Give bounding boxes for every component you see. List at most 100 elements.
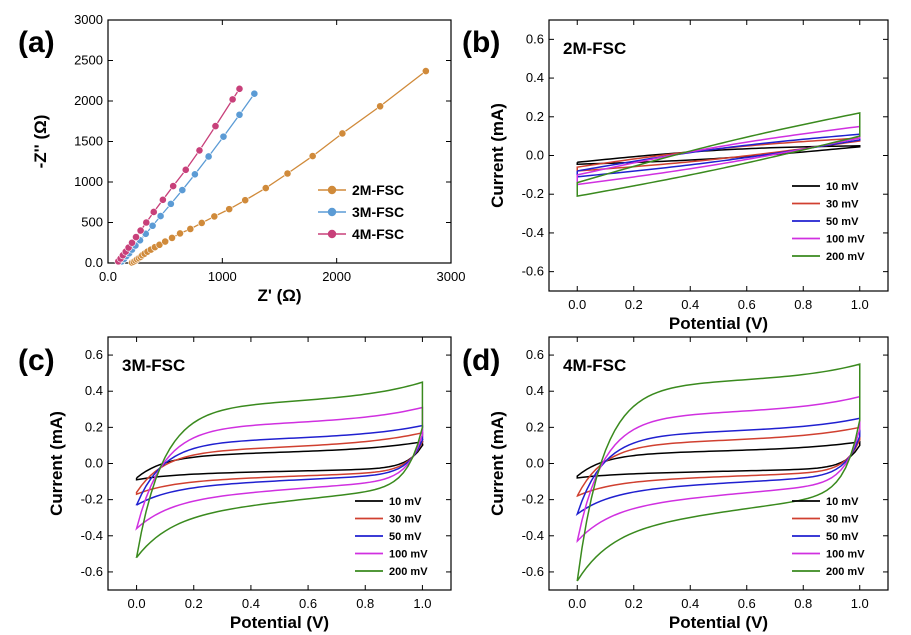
y-tick-label: -0.2	[522, 186, 544, 201]
y-tick-label: 0.0	[85, 456, 103, 471]
legend-entry: 100 mV	[826, 234, 865, 246]
y-tick-label: 0.4	[526, 70, 544, 85]
x-tick-label: 0.8	[794, 596, 812, 611]
data-point	[161, 237, 170, 246]
legend: 10 mV 30 mV 50 mV 100 mV 200 mV	[792, 181, 865, 263]
series-group	[575, 363, 861, 582]
x-tick-label: 1.0	[851, 297, 869, 312]
data-point	[132, 233, 140, 241]
x-tick-label: 1000	[208, 269, 237, 284]
data-point	[136, 226, 145, 235]
panel-label: (c)	[18, 344, 55, 377]
y-tick-label: 0.2	[526, 419, 544, 434]
data-point	[158, 195, 167, 204]
y-axis-label: Current (mA)	[488, 411, 507, 516]
y-tick-label: -0.4	[522, 528, 544, 543]
y-tick-label: 1000	[74, 174, 103, 189]
cv-loop-50-mV	[575, 417, 861, 517]
x-tick-label: 0.6	[738, 297, 756, 312]
data-point	[169, 182, 178, 190]
y-tick-label: 2000	[74, 93, 103, 108]
cv-loop-30-mV	[576, 426, 861, 498]
legend-entry: 10 mV	[389, 496, 422, 508]
x-tick-label: 0.0	[99, 269, 117, 284]
panel-a: (a) 0.0 1000 2000 3000 0.0 500 1000 1500 2000 2500…	[18, 12, 465, 305]
legend-entry: 100 mV	[389, 549, 428, 561]
x-axis-label: Potential (V)	[230, 613, 329, 632]
cv-loop-100-mV	[576, 125, 861, 186]
y-tick-label: -0.2	[81, 492, 103, 507]
cv-loop-200-mV	[135, 381, 424, 559]
y-tick-label: -0.6	[81, 564, 103, 579]
y-tick-label: 0.0	[526, 148, 544, 163]
data-point	[308, 152, 317, 160]
series-group	[576, 111, 861, 198]
x-tick-label: 0.0	[568, 596, 586, 611]
data-point	[219, 132, 228, 141]
data-point	[211, 122, 220, 131]
x-tick-label: 0.4	[681, 596, 699, 611]
x-tick-label: 0.8	[794, 297, 812, 312]
data-point	[166, 199, 175, 208]
y-tick-label: 500	[81, 215, 103, 230]
data-point	[197, 219, 206, 227]
y-tick-label: 0.0	[526, 456, 544, 471]
panel-title: 3M-FSC	[122, 356, 185, 375]
data-point	[181, 165, 190, 174]
data-point	[168, 233, 176, 242]
data-point	[225, 205, 234, 214]
panel-label: (b)	[462, 26, 500, 59]
legend-entry: 10 mV	[826, 181, 859, 193]
y-tick-label: 0.6	[85, 347, 103, 362]
y-axis-label: Current (mA)	[488, 103, 507, 208]
x-tick-label: 0.2	[625, 297, 643, 312]
legend-entry: 10 mV	[826, 496, 859, 508]
cv-loop-30-mV	[135, 431, 424, 496]
legend-entry: 100 mV	[826, 549, 865, 561]
data-point	[128, 238, 136, 247]
x-tick-label: 1.0	[413, 596, 431, 611]
ticks: 0.0 1000 2000 3000 0.0 500 1000 1500 2000 2500 300…	[74, 12, 465, 284]
legend-entry: 2M-FSC	[352, 182, 404, 198]
legend-entry: 30 mV	[826, 199, 859, 211]
y-tick-label: -0.2	[522, 492, 544, 507]
data-point	[338, 129, 347, 138]
series-group	[114, 67, 430, 267]
y-tick-label: -0.6	[522, 564, 544, 579]
legend-marker	[327, 185, 337, 195]
legend: 2M-FSC 3M-FSC 4M-FSC	[318, 182, 404, 242]
data-point	[235, 110, 244, 119]
data-point	[186, 225, 195, 233]
legend-entry: 200 mV	[826, 566, 865, 578]
legend-entry: 200 mV	[826, 251, 865, 263]
x-tick-label: 0.2	[185, 596, 203, 611]
y-tick-label: 0.4	[526, 383, 544, 398]
ticks: 0.0 0.2 0.4 0.6 0.8 1.0 -0.6 -0.4 -0.2 0.0 0.2 0.4 0…	[81, 337, 451, 611]
legend-entry: 30 mV	[389, 514, 422, 526]
y-tick-label: 1500	[74, 134, 103, 149]
data-point	[190, 170, 199, 179]
y-tick-label: -0.4	[81, 528, 103, 543]
data-point	[148, 221, 157, 230]
data-point	[250, 89, 259, 98]
x-tick-label: 2000	[322, 269, 351, 284]
ticks: 0.0 0.2 0.4 0.6 0.8 1.0 -0.6 -0.4 -0.2 0.0 0.2 0.4 0…	[522, 20, 888, 312]
data-point	[204, 152, 213, 161]
legend: 10 mV 30 mV 50 mV 100 mV 200 mV	[355, 496, 428, 578]
y-tick-label: 0.6	[526, 31, 544, 46]
legend-marker	[327, 229, 337, 239]
y-tick-label: -0.4	[522, 225, 544, 240]
panel-label: (d)	[462, 344, 500, 377]
x-axis-label: Potential (V)	[669, 613, 768, 632]
x-tick-label: 0.2	[625, 596, 643, 611]
cv-loop-200-mV	[576, 111, 861, 198]
cv-loop-10-mV	[135, 440, 424, 481]
data-point	[261, 184, 270, 192]
data-point	[241, 196, 250, 205]
panel-b: (b)0.0 0.2 0.4 0.6 0.8 1.0-0.6-0.4-0.20.00.20…	[462, 19, 889, 333]
x-tick-label: 0.4	[242, 596, 260, 611]
x-tick-label: 0.0	[128, 596, 146, 611]
x-tick-label: 0.0	[568, 297, 586, 312]
panel-title: 4M-FSC	[563, 356, 626, 375]
data-point	[176, 229, 184, 238]
